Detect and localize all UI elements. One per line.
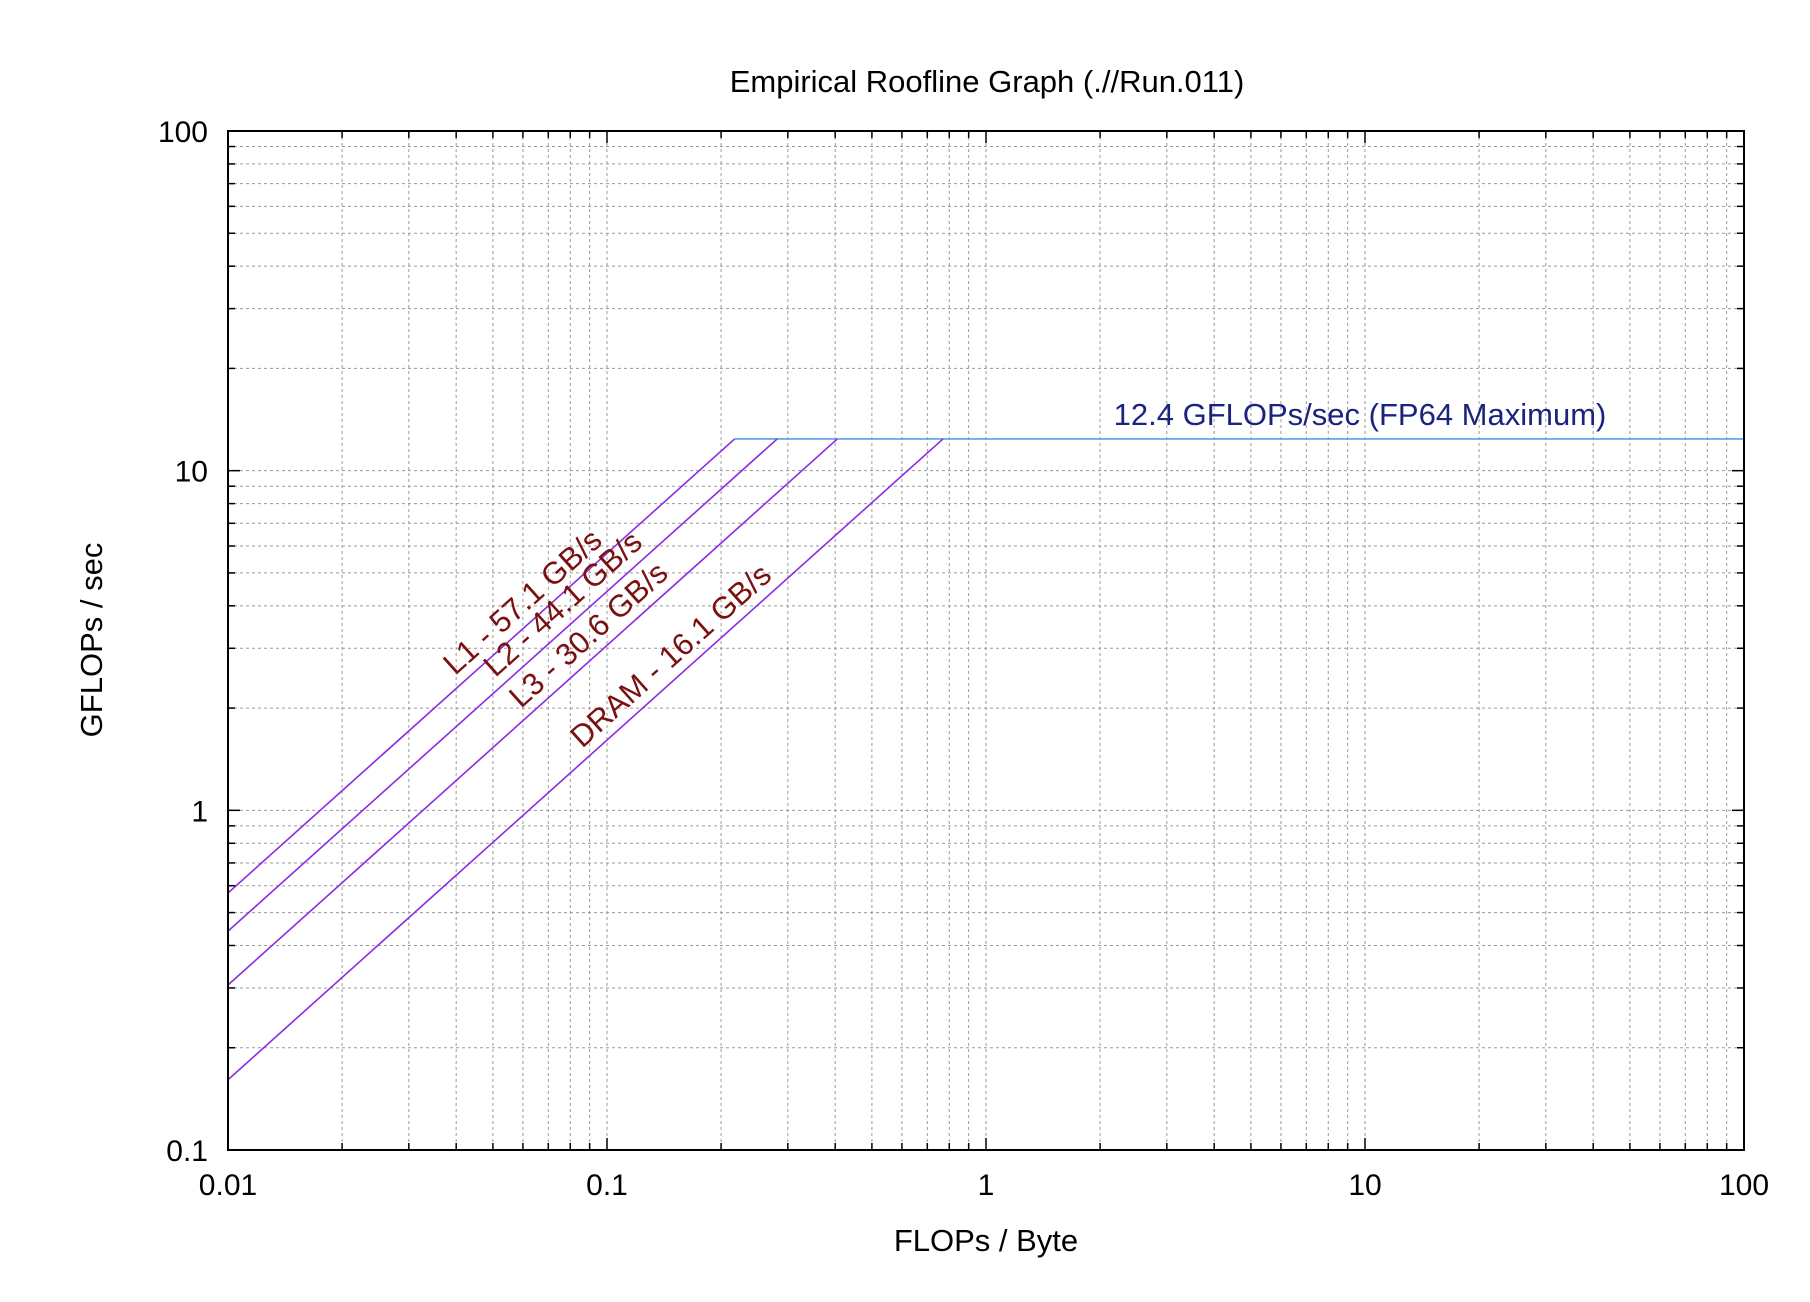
x-tick-label: 1 [978, 1169, 995, 1202]
x-tick-label: 10 [1348, 1169, 1381, 1202]
bandwidth-ceiling-line [227, 438, 778, 932]
bandwidth-ceiling-line [227, 438, 944, 1081]
y-tick-label: 0.1 [166, 1135, 208, 1168]
y-axis-label: GFLOPs / sec [74, 543, 109, 738]
x-tick-label: 0.1 [586, 1169, 628, 1202]
roofline-lines [227, 438, 1744, 1081]
compute-ceiling-label: 12.4 GFLOPs/sec (FP64 Maximum) [1114, 397, 1607, 432]
roofline-labels: 12.4 GFLOPs/sec (FP64 Maximum)L1 - 57.1 … [436, 397, 1606, 754]
grid [228, 131, 1744, 1150]
y-tick-label: 1 [191, 795, 208, 828]
x-tick-label: 0.01 [199, 1169, 257, 1202]
y-tick-label: 10 [175, 456, 208, 489]
x-axis-label: FLOPs / Byte [894, 1223, 1078, 1258]
y-tick-label: 100 [158, 116, 208, 149]
chart-title: Empirical Roofline Graph (.//Run.011) [730, 64, 1245, 99]
x-tick-label: 100 [1719, 1169, 1769, 1202]
bandwidth-ceiling-line [227, 438, 838, 986]
bandwidth-ceiling-line [227, 438, 736, 894]
